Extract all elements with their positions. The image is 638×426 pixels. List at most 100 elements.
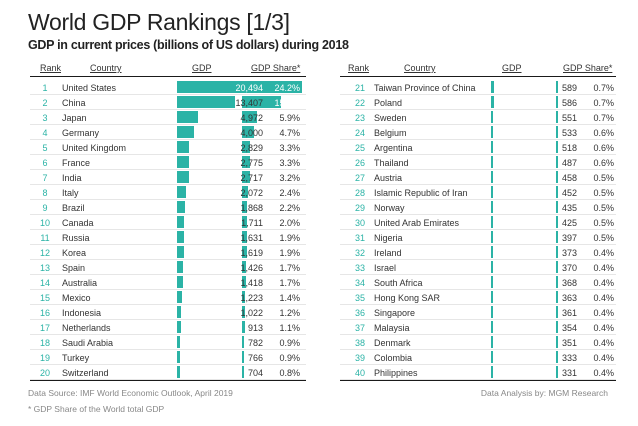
rank-cell: 40	[354, 368, 365, 378]
gdp-value: 589	[561, 83, 577, 93]
data-source: Data Source: IMF World Economic Outlook,…	[28, 388, 233, 398]
row-divider	[340, 94, 616, 95]
rank-cell: 1	[42, 83, 48, 93]
gdp-value: 1,868	[240, 203, 263, 213]
share-bar	[556, 366, 558, 378]
rank-cell: 28	[354, 188, 365, 198]
left-header-share: GDP Share*	[251, 63, 301, 73]
share-value: 2.2%	[279, 203, 300, 213]
share-value: 1.4%	[279, 293, 300, 303]
country-cell: Norway	[374, 203, 405, 213]
page-title: World GDP Rankings [1/3]	[28, 9, 290, 35]
table-row: 21 Taiwan Province of China 589 0.7%	[340, 80, 616, 95]
gdp-value: 2,072	[240, 188, 263, 198]
rank-cell: 23	[354, 113, 365, 123]
row-divider	[30, 154, 306, 155]
gdp-bar	[491, 246, 493, 258]
table-row: 4 Germany 4,000 4.7%	[30, 125, 306, 140]
share-value: 0.4%	[593, 353, 614, 363]
row-divider	[340, 214, 616, 215]
table-row: 17 Netherlands 913 1.1%	[30, 320, 306, 335]
share-value: 1.7%	[279, 263, 300, 273]
row-divider	[30, 304, 306, 305]
share-bar	[242, 351, 245, 363]
share-bar	[242, 186, 248, 198]
rank-cell: 18	[39, 338, 50, 348]
row-divider	[340, 244, 616, 245]
share-value: 3.3%	[279, 143, 300, 153]
gdp-value: 370	[561, 263, 577, 273]
share-value: 4.7%	[279, 128, 300, 138]
rank-cell: 10	[39, 218, 50, 228]
table-row: 39 Colombia 333 0.4%	[340, 350, 616, 365]
country-cell: Belgium	[374, 128, 407, 138]
gdp-bar	[177, 96, 235, 108]
rank-cell: 35	[354, 293, 365, 303]
share-bar	[242, 141, 251, 153]
right-header-rule	[340, 76, 616, 77]
share-value: 0.7%	[593, 98, 614, 108]
gdp-bar	[491, 276, 493, 288]
table-row: 1 United States 20,494 24.2%	[30, 80, 306, 95]
gdp-value: 435	[561, 203, 577, 213]
share-bar	[242, 201, 248, 213]
share-value: 0.4%	[593, 248, 614, 258]
share-bar	[242, 261, 247, 273]
country-cell: Philippines	[374, 368, 418, 378]
table-row: 12 Korea 1,619 1.9%	[30, 245, 306, 260]
gdp-value: 425	[561, 218, 577, 228]
share-value: 0.5%	[593, 188, 614, 198]
share-bar	[242, 171, 250, 183]
table-row: 30 United Arab Emirates 425 0.5%	[340, 215, 616, 230]
table-row: 9 Brazil 1,868 2.2%	[30, 200, 306, 215]
country-cell: Singapore	[374, 308, 416, 318]
right-header-gdp: GDP	[502, 63, 522, 73]
country-cell: India	[62, 173, 82, 183]
share-bar	[242, 216, 247, 228]
gdp-value: 533	[561, 128, 577, 138]
gdp-value: 586	[561, 98, 577, 108]
gdp-bar	[177, 111, 199, 123]
gdp-value: 1,223	[240, 293, 263, 303]
row-divider	[30, 349, 306, 350]
gdp-bar	[177, 171, 189, 183]
rank-cell: 21	[354, 83, 365, 93]
table-row: 36 Singapore 361 0.4%	[340, 305, 616, 320]
gdp-value: 1,631	[240, 233, 263, 243]
gdp-value: 2,717	[240, 173, 263, 183]
country-cell: Malaysia	[374, 323, 410, 333]
gdp-value: 361	[561, 308, 577, 318]
share-bar	[556, 186, 558, 198]
share-value: 0.9%	[279, 338, 300, 348]
share-bar	[556, 201, 558, 213]
gdp-bar	[491, 306, 493, 318]
share-value: 3.3%	[279, 158, 300, 168]
share-bar	[242, 231, 247, 243]
table-row: 27 Austria 458 0.5%	[340, 170, 616, 185]
left-header-gdp: GDP	[192, 63, 212, 73]
gdp-value: 487	[561, 158, 577, 168]
rank-cell: 19	[39, 353, 50, 363]
country-cell: Turkey	[62, 353, 90, 363]
table-row: 20 Switzerland 704 0.8%	[30, 365, 306, 380]
gdp-bar	[177, 141, 190, 153]
table-row: 19 Turkey 766 0.9%	[30, 350, 306, 365]
country-cell: Taiwan Province of China	[374, 83, 476, 93]
gdp-bar	[491, 156, 494, 168]
share-value: 0.7%	[593, 113, 614, 123]
table-row: 26 Thailand 487 0.6%	[340, 155, 616, 170]
share-bar	[556, 126, 558, 138]
gdp-bar	[177, 216, 185, 228]
left-header-rank: Rank	[40, 63, 62, 73]
country-cell: Nigeria	[374, 233, 403, 243]
gdp-bar	[177, 291, 183, 303]
row-divider	[30, 334, 306, 335]
table-row: 6 France 2,775 3.3%	[30, 155, 306, 170]
country-cell: Thailand	[374, 158, 409, 168]
table-row: 23 Sweden 551 0.7%	[340, 110, 616, 125]
gdp-value: 397	[561, 233, 577, 243]
share-value: 2.4%	[279, 188, 300, 198]
gdp-value: 13,407	[235, 98, 263, 108]
gdp-value: 331	[561, 368, 577, 378]
country-cell: Korea	[62, 248, 87, 258]
